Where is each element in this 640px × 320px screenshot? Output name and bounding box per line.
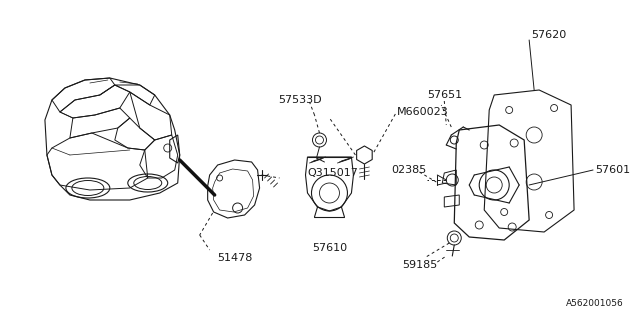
Text: A562001056: A562001056 (566, 299, 624, 308)
Text: 57620: 57620 (531, 30, 567, 40)
Text: M660023: M660023 (397, 107, 449, 117)
Text: 57610: 57610 (312, 243, 347, 253)
Text: 02385: 02385 (392, 165, 427, 175)
Text: 57601: 57601 (595, 165, 630, 175)
Text: 57533D: 57533D (278, 95, 321, 105)
Text: 57651: 57651 (427, 90, 462, 100)
Text: 59185: 59185 (402, 260, 437, 270)
Text: Q315017: Q315017 (307, 168, 358, 178)
Text: 51478: 51478 (217, 253, 252, 263)
